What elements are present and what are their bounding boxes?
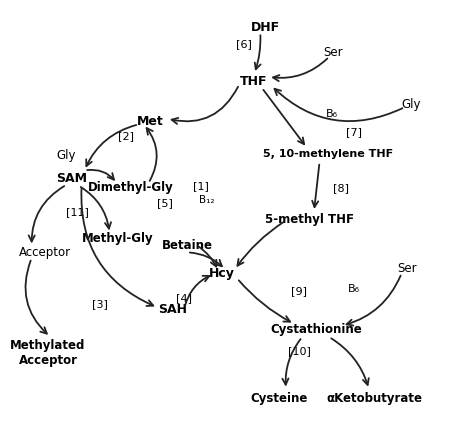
Text: Ser: Ser: [398, 262, 417, 275]
Text: [2]: [2]: [118, 131, 135, 141]
Text: Ser: Ser: [323, 46, 342, 59]
Text: SAM: SAM: [56, 172, 87, 185]
Text: [9]: [9]: [291, 286, 307, 296]
Text: Cysteine: Cysteine: [250, 392, 308, 405]
Text: [7]: [7]: [346, 127, 362, 137]
Text: [3]: [3]: [92, 299, 108, 309]
Text: Gly: Gly: [56, 149, 75, 162]
Text: 5, 10-methylene THF: 5, 10-methylene THF: [263, 149, 393, 159]
Text: DHF: DHF: [250, 21, 280, 34]
Text: [8]: [8]: [333, 183, 349, 193]
Text: THF: THF: [239, 75, 267, 88]
Text: Gly: Gly: [401, 98, 421, 111]
Text: Cystathionine: Cystathionine: [271, 323, 362, 336]
Text: B₆: B₆: [347, 284, 360, 294]
Text: [11]: [11]: [65, 207, 88, 217]
Text: B₁₂: B₁₂: [199, 195, 214, 205]
Text: [1]: [1]: [193, 181, 209, 191]
Text: Met: Met: [137, 115, 164, 128]
Text: B₆: B₆: [326, 109, 337, 119]
Text: [4]: [4]: [176, 293, 192, 303]
Text: Dimethyl-Gly: Dimethyl-Gly: [88, 181, 174, 194]
Text: [6]: [6]: [236, 39, 252, 49]
Text: αKetobutyrate: αKetobutyrate: [327, 392, 423, 405]
Text: Methyl-Gly: Methyl-Gly: [82, 232, 154, 245]
Text: 5-methyl THF: 5-methyl THF: [265, 213, 354, 226]
Text: Betaine: Betaine: [162, 239, 212, 252]
Text: SAH: SAH: [159, 303, 188, 316]
Text: Methylated
Acceptor: Methylated Acceptor: [10, 339, 86, 367]
Text: [10]: [10]: [288, 346, 310, 357]
Text: [5]: [5]: [157, 198, 173, 208]
Text: Hcy: Hcy: [209, 266, 235, 279]
Text: Acceptor: Acceptor: [19, 246, 71, 259]
